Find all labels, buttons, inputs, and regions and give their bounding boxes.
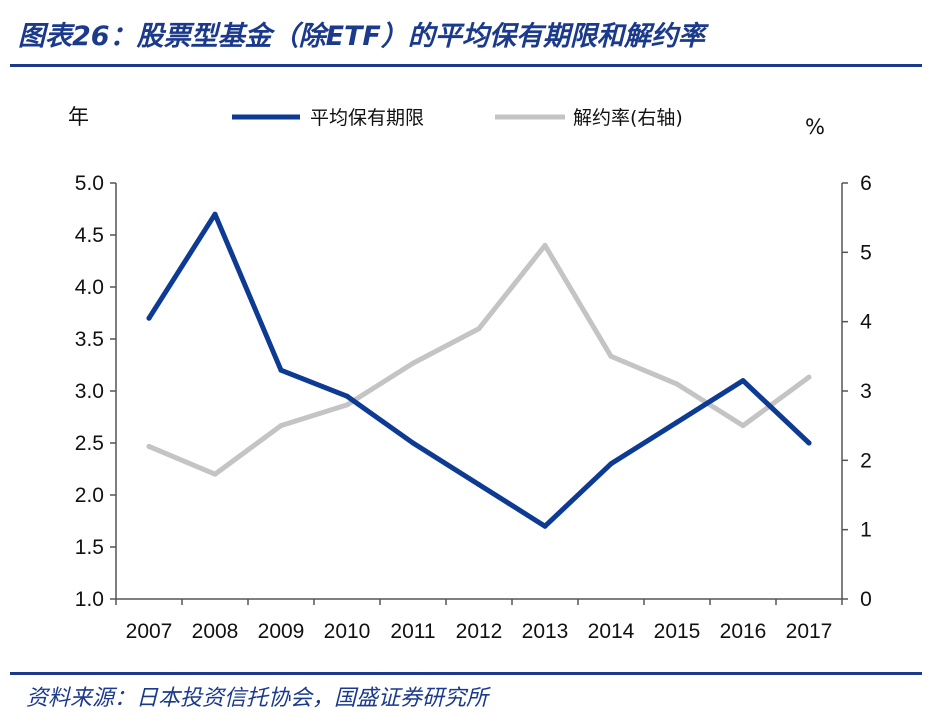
right-tick-label: 4 — [860, 311, 872, 334]
data-point-holding-period — [740, 378, 746, 384]
left-tick-label: 5.0 — [75, 172, 104, 195]
left-tick-label: 1.5 — [75, 536, 104, 559]
x-tick-label: 2017 — [786, 620, 833, 643]
data-point-cancellation-rate — [410, 360, 416, 366]
data-point-cancellation-rate — [278, 423, 284, 429]
data-point-cancellation-rate — [674, 381, 680, 387]
source-note: 资料来源：日本投资信托协会，国盛证券研究所 — [26, 686, 489, 711]
left-tick-label: 3.5 — [75, 328, 104, 351]
data-point-cancellation-rate — [806, 374, 812, 380]
data-point-holding-period — [410, 440, 416, 446]
bottom-divider — [10, 672, 922, 675]
x-tick-label: 2015 — [654, 620, 701, 643]
axes: 1.0 1.5 2.0 2.5 3.0 3.5 4.0 4.5 5.0 0 1 2 3 4 5 6 2007 20… — [75, 172, 872, 643]
data-point-holding-period — [608, 461, 614, 467]
series-line-cancellation-rate — [146, 242, 812, 477]
x-tick-label: 2009 — [258, 620, 305, 643]
left-tick-label: 2.5 — [75, 432, 104, 455]
x-tick-label: 2011 — [390, 620, 435, 643]
data-point-holding-period — [344, 393, 350, 399]
legend-label-holding-period: 平均保有期限 — [310, 107, 424, 129]
data-point-cancellation-rate — [344, 402, 350, 408]
right-tick-label: 5 — [860, 241, 872, 264]
legend-label-cancellation-rate: 解约率(右轴) — [573, 107, 683, 129]
left-axis-unit: 年 — [68, 105, 89, 129]
data-point-holding-period — [476, 482, 482, 488]
x-tick-label: 2007 — [126, 620, 173, 643]
data-point-holding-period — [542, 523, 548, 529]
data-point-holding-period — [278, 367, 284, 373]
line-chart: 平均保有期限 解约率(右轴) 年 % 1.0 1.5 2.0 2.5 3.0 3.5 4.0… — [68, 105, 872, 643]
data-point-holding-period — [806, 440, 812, 446]
left-tick-label: 2.0 — [75, 484, 104, 507]
left-tick-label: 1.0 — [75, 588, 104, 611]
x-tick-label: 2014 — [588, 620, 635, 643]
data-point-cancellation-rate — [608, 353, 614, 359]
legend: 平均保有期限 解约率(右轴) — [232, 107, 683, 129]
right-tick-label: 2 — [860, 449, 872, 472]
left-tick-label: 4.0 — [75, 276, 104, 299]
left-tick-label: 3.0 — [75, 380, 104, 403]
right-tick-label: 6 — [860, 172, 872, 195]
series-line-holding-period — [146, 211, 812, 529]
right-tick-label: 3 — [860, 380, 872, 403]
data-point-cancellation-rate — [542, 242, 548, 248]
top-divider — [10, 64, 922, 67]
data-point-cancellation-rate — [740, 423, 746, 429]
chart-title: 图表26：股票型基金（除ETF）的平均保有期限和解约率 — [18, 21, 705, 52]
data-point-holding-period — [674, 419, 680, 425]
left-tick-label: 4.5 — [75, 224, 104, 247]
x-tick-label: 2010 — [324, 620, 371, 643]
right-tick-label: 1 — [860, 519, 872, 542]
data-point-cancellation-rate — [146, 443, 152, 449]
data-point-holding-period — [212, 211, 218, 217]
data-point-holding-period — [146, 315, 152, 321]
x-tick-label: 2008 — [192, 620, 239, 643]
right-axis-unit: % — [805, 115, 825, 139]
data-point-cancellation-rate — [476, 326, 482, 332]
series-lines — [146, 211, 812, 529]
x-tick-label: 2013 — [522, 620, 569, 643]
right-tick-label: 0 — [860, 588, 872, 611]
x-tick-label: 2012 — [456, 620, 503, 643]
data-point-cancellation-rate — [212, 471, 218, 477]
x-tick-label: 2016 — [720, 620, 767, 643]
